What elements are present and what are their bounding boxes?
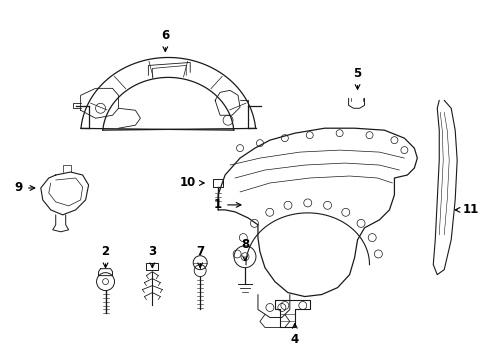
Text: 10: 10 — [180, 176, 204, 189]
Text: 2: 2 — [101, 245, 110, 267]
Text: 4: 4 — [291, 324, 299, 346]
Text: 11: 11 — [455, 203, 479, 216]
Text: 8: 8 — [241, 238, 249, 261]
Text: 7: 7 — [196, 245, 204, 267]
Text: 6: 6 — [161, 29, 170, 51]
FancyBboxPatch shape — [213, 179, 223, 187]
Text: 5: 5 — [353, 67, 362, 89]
Text: 3: 3 — [148, 245, 156, 267]
Text: 1: 1 — [214, 198, 241, 211]
FancyBboxPatch shape — [147, 263, 158, 270]
Text: 9: 9 — [15, 181, 35, 194]
